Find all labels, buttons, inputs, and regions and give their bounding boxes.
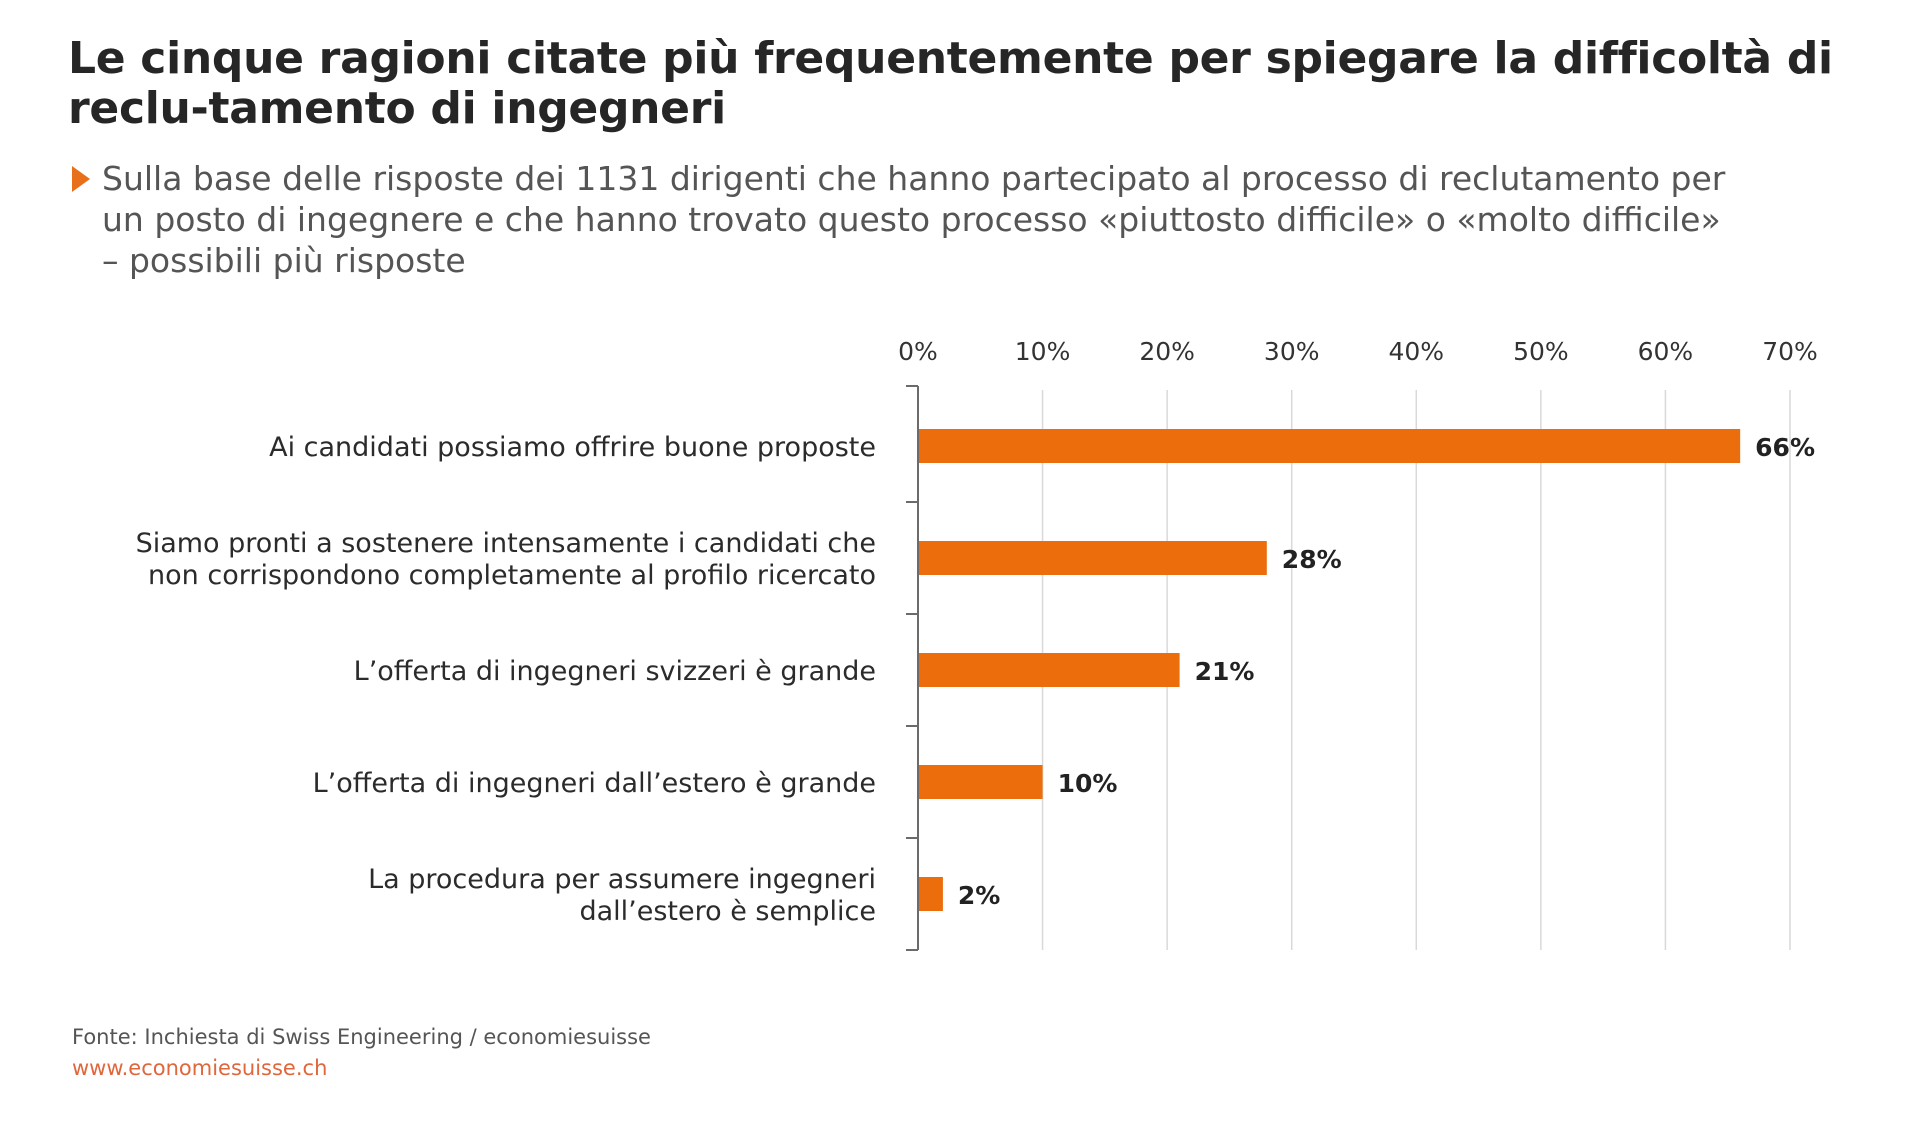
- source-link[interactable]: www.economiesuisse.ch: [72, 1056, 328, 1080]
- source-note: Fonte: Inchiesta di Swiss Engineering / …: [72, 1025, 651, 1049]
- bar-chart: 0% 10% 20% 30% 40% 50% 60% 70% 66% 28% 21% 10% 2% A…: [136, 337, 1818, 951]
- category-label: Siamo pronti a sostenere intensamente i …: [136, 528, 876, 591]
- bars: 66% 28% 21% 10% 2%: [919, 429, 1815, 911]
- x-tick-label: 30%: [1264, 337, 1320, 366]
- value-label: 21%: [1195, 657, 1255, 686]
- x-tick-label: 20%: [1139, 337, 1195, 366]
- bar: [919, 541, 1267, 575]
- category-label: L’offerta di ingegneri svizzeri è grande: [354, 656, 876, 687]
- value-label: 28%: [1282, 545, 1342, 574]
- bar: [919, 765, 1043, 799]
- x-tick-label: 50%: [1513, 337, 1569, 366]
- category-labels: Ai candidati possiamo offrire buone prop…: [136, 432, 876, 927]
- category-label: La procedura per assumere ingegneri dall’…: [368, 864, 876, 927]
- value-label: 10%: [1058, 769, 1118, 798]
- x-axis-ticks: 0% 10% 20% 30% 40% 50% 60% 70%: [898, 337, 1818, 366]
- x-tick-label: 60%: [1638, 337, 1694, 366]
- play-triangle-icon: [72, 166, 90, 192]
- value-label: 2%: [958, 881, 1000, 910]
- x-tick-label: 0%: [898, 337, 938, 366]
- y-axis: [906, 385, 919, 951]
- x-tick-label: 10%: [1015, 337, 1071, 366]
- bar: [919, 877, 943, 911]
- x-tick-label: 70%: [1762, 337, 1818, 366]
- category-label: L’offerta di ingegneri dall’estero è gra…: [313, 768, 876, 799]
- subtitle-text: Sulla base delle risposte dei 1131 dirig…: [102, 159, 1726, 280]
- chart-title: Le cinque ragioni citate più frequenteme…: [68, 33, 1833, 134]
- bar: [919, 429, 1741, 463]
- bar: [919, 653, 1180, 687]
- x-tick-label: 40%: [1388, 337, 1444, 366]
- category-label: Ai candidati possiamo offrire buone prop…: [269, 432, 876, 463]
- value-label: 66%: [1755, 433, 1815, 462]
